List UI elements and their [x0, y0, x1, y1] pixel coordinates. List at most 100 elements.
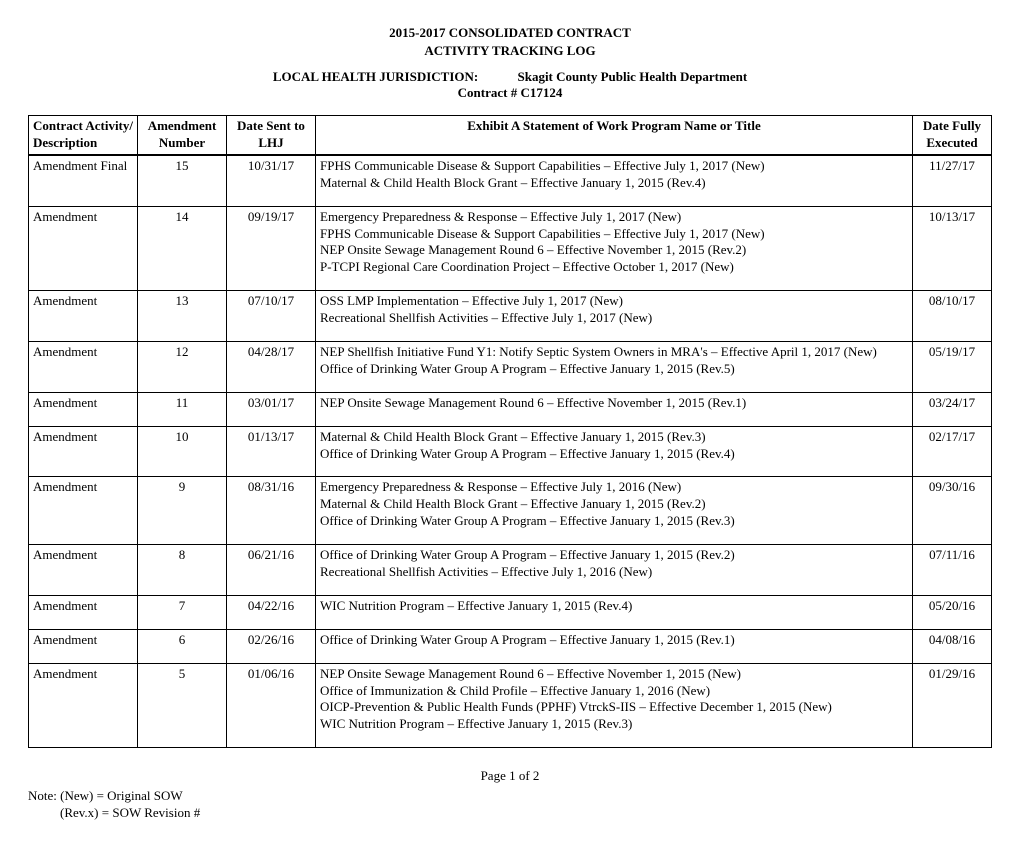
cell-activity: Amendment	[29, 392, 138, 426]
cell-exhibit: Office of Drinking Water Group A Program…	[316, 545, 913, 596]
exhibit-line: Office of Drinking Water Group A Program…	[320, 513, 908, 530]
exhibit-line: Office of Drinking Water Group A Program…	[320, 547, 908, 564]
cell-date-executed: 08/10/17	[913, 291, 992, 342]
col-exhibit-header: Exhibit A Statement of Work Program Name…	[316, 116, 913, 155]
exhibit-line: OICP-Prevention & Public Health Funds (P…	[320, 699, 908, 716]
cell-amendment-number: 5	[138, 663, 227, 748]
cell-exhibit: NEP Onsite Sewage Management Round 6 – E…	[316, 392, 913, 426]
cell-amendment-number: 8	[138, 545, 227, 596]
cell-date-sent: 04/22/16	[227, 595, 316, 629]
col-amendment-header: Amendment Number	[138, 116, 227, 155]
exhibit-line: NEP Onsite Sewage Management Round 6 – E…	[320, 242, 908, 259]
cell-date-executed: 05/20/16	[913, 595, 992, 629]
exhibit-line: WIC Nutrition Program – Effective Januar…	[320, 716, 908, 733]
cell-date-sent: 04/28/17	[227, 342, 316, 393]
exhibit-line: FPHS Communicable Disease & Support Capa…	[320, 226, 908, 243]
col-date-sent-header: Date Sent to LHJ	[227, 116, 316, 155]
table-row: Amendment908/31/16Emergency Preparedness…	[29, 477, 992, 545]
jurisdiction-label: LOCAL HEALTH JURISDICTION:	[273, 69, 478, 85]
cell-date-sent: 09/19/17	[227, 206, 316, 291]
cell-activity: Amendment	[29, 291, 138, 342]
col-executed-header: Date Fully Executed	[913, 116, 992, 155]
exhibit-line: Maternal & Child Health Block Grant – Ef…	[320, 175, 908, 192]
cell-activity: Amendment	[29, 663, 138, 748]
cell-amendment-number: 13	[138, 291, 227, 342]
table-row: Amendment501/06/16NEP Onsite Sewage Mana…	[29, 663, 992, 748]
exhibit-line: Office of Immunization & Child Profile –…	[320, 683, 908, 700]
cell-exhibit: Maternal & Child Health Block Grant – Ef…	[316, 426, 913, 477]
cell-activity: Amendment	[29, 206, 138, 291]
cell-date-sent: 06/21/16	[227, 545, 316, 596]
jurisdiction-name: Skagit County Public Health Department	[517, 69, 747, 85]
cell-date-executed: 01/29/16	[913, 663, 992, 748]
title-line1: 2015-2017 CONSOLIDATED CONTRACT	[28, 24, 992, 42]
cell-exhibit: Emergency Preparedness & Response – Effe…	[316, 206, 913, 291]
cell-activity: Amendment Final	[29, 155, 138, 206]
cell-amendment-number: 6	[138, 629, 227, 663]
cell-date-executed: 02/17/17	[913, 426, 992, 477]
exhibit-line: Recreational Shellfish Activities – Effe…	[320, 310, 908, 327]
exhibit-line: NEP Shellfish Initiative Fund Y1: Notify…	[320, 344, 908, 361]
cell-exhibit: Emergency Preparedness & Response – Effe…	[316, 477, 913, 545]
table-row: Amendment1103/01/17NEP Onsite Sewage Man…	[29, 392, 992, 426]
footer: Page 1 of 2 Note: (New) = Original SOW (…	[28, 768, 992, 822]
document-title: 2015-2017 CONSOLIDATED CONTRACT ACTIVITY…	[28, 24, 992, 59]
table-row: Amendment704/22/16WIC Nutrition Program …	[29, 595, 992, 629]
exhibit-line: NEP Onsite Sewage Management Round 6 – E…	[320, 666, 908, 683]
cell-exhibit: FPHS Communicable Disease & Support Capa…	[316, 155, 913, 206]
cell-amendment-number: 12	[138, 342, 227, 393]
cell-activity: Amendment	[29, 342, 138, 393]
cell-date-sent: 03/01/17	[227, 392, 316, 426]
cell-date-sent: 02/26/16	[227, 629, 316, 663]
exhibit-line: Office of Drinking Water Group A Program…	[320, 446, 908, 463]
cell-exhibit: Office of Drinking Water Group A Program…	[316, 629, 913, 663]
cell-amendment-number: 11	[138, 392, 227, 426]
cell-exhibit: NEP Shellfish Initiative Fund Y1: Notify…	[316, 342, 913, 393]
cell-exhibit: NEP Onsite Sewage Management Round 6 – E…	[316, 663, 913, 748]
contract-number: Contract # C17124	[28, 85, 992, 101]
footer-notes: Note: (New) = Original SOW (Rev.x) = SOW…	[28, 788, 992, 822]
cell-amendment-number: 15	[138, 155, 227, 206]
exhibit-line: NEP Onsite Sewage Management Round 6 – E…	[320, 395, 908, 412]
cell-date-sent: 07/10/17	[227, 291, 316, 342]
cell-date-sent: 01/06/16	[227, 663, 316, 748]
cell-date-sent: 10/31/17	[227, 155, 316, 206]
cell-date-executed: 11/27/17	[913, 155, 992, 206]
jurisdiction-block: LOCAL HEALTH JURISDICTION: Skagit County…	[28, 69, 992, 101]
table-row: Amendment1001/13/17Maternal & Child Heal…	[29, 426, 992, 477]
table-row: Amendment1204/28/17NEP Shellfish Initiat…	[29, 342, 992, 393]
table-row: Amendment806/21/16Office of Drinking Wat…	[29, 545, 992, 596]
exhibit-line: Office of Drinking Water Group A Program…	[320, 632, 908, 649]
exhibit-line: Emergency Preparedness & Response – Effe…	[320, 209, 908, 226]
exhibit-line: Office of Drinking Water Group A Program…	[320, 361, 908, 378]
table-header-row: Contract Activity/ Description Amendment…	[29, 116, 992, 155]
exhibit-line: FPHS Communicable Disease & Support Capa…	[320, 158, 908, 175]
exhibit-line: Emergency Preparedness & Response – Effe…	[320, 479, 908, 496]
cell-amendment-number: 10	[138, 426, 227, 477]
cell-amendment-number: 14	[138, 206, 227, 291]
cell-date-executed: 05/19/17	[913, 342, 992, 393]
cell-activity: Amendment	[29, 426, 138, 477]
exhibit-line: Recreational Shellfish Activities – Effe…	[320, 564, 908, 581]
cell-amendment-number: 9	[138, 477, 227, 545]
cell-activity: Amendment	[29, 477, 138, 545]
exhibit-line: P-TCPI Regional Care Coordination Projec…	[320, 259, 908, 276]
note-line2: (Rev.x) = SOW Revision #	[28, 805, 992, 822]
exhibit-line: Maternal & Child Health Block Grant – Ef…	[320, 496, 908, 513]
cell-date-executed: 07/11/16	[913, 545, 992, 596]
table-row: Amendment602/26/16Office of Drinking Wat…	[29, 629, 992, 663]
cell-date-executed: 10/13/17	[913, 206, 992, 291]
cell-amendment-number: 7	[138, 595, 227, 629]
note-line1: Note: (New) = Original SOW	[28, 788, 992, 805]
cell-activity: Amendment	[29, 545, 138, 596]
table-row: Amendment1409/19/17Emergency Preparednes…	[29, 206, 992, 291]
cell-date-executed: 09/30/16	[913, 477, 992, 545]
cell-exhibit: OSS LMP Implementation – Effective July …	[316, 291, 913, 342]
cell-activity: Amendment	[29, 595, 138, 629]
exhibit-line: Maternal & Child Health Block Grant – Ef…	[320, 429, 908, 446]
exhibit-line: WIC Nutrition Program – Effective Januar…	[320, 598, 908, 615]
exhibit-line: OSS LMP Implementation – Effective July …	[320, 293, 908, 310]
table-row: Amendment1307/10/17OSS LMP Implementatio…	[29, 291, 992, 342]
page-number: Page 1 of 2	[28, 768, 992, 784]
title-line2: ACTIVITY TRACKING LOG	[28, 42, 992, 60]
